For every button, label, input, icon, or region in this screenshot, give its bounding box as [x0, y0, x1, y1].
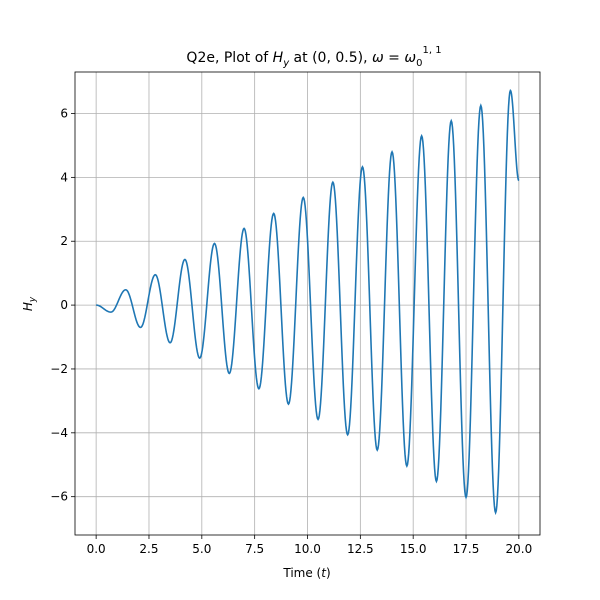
y-tick-label: 6 [60, 107, 68, 121]
x-grid-lines [95, 72, 520, 535]
x-tick-label: 20.0 [506, 542, 533, 556]
y-tick-label: 4 [60, 170, 68, 184]
plot-frame [74, 71, 541, 536]
y-tick-label: −4 [50, 426, 68, 440]
y-ticks: −6 −4 −2 0 2 4 6 [50, 107, 75, 504]
y-axis-label: Hy [21, 296, 38, 311]
series-line-hy [96, 88, 520, 516]
x-tick-label: 10.0 [294, 542, 321, 556]
x-ticks: 0.0 2.5 5.0 7.5 10.0 12.5 15.0 17.5 20.0 [87, 535, 533, 556]
x-tick-label: 7.5 [245, 542, 264, 556]
y-tick-label: −2 [50, 362, 68, 376]
x-tick-label: 0.0 [87, 542, 106, 556]
x-tick-label: 5.0 [192, 542, 211, 556]
y-tick-label: −6 [50, 490, 68, 504]
y-tick-label: 2 [60, 234, 68, 248]
x-tick-label: 15.0 [400, 542, 427, 556]
x-tick-label: 17.5 [453, 542, 480, 556]
chart-title: Q2e, Plot of Hy at (0, 0.5), ω = ω01, 1 [186, 45, 441, 69]
x-tick-label: 2.5 [139, 542, 158, 556]
y-tick-label: 0 [60, 298, 68, 312]
x-axis-label: Time (t) [282, 566, 330, 580]
x-tick-label: 12.5 [347, 542, 374, 556]
